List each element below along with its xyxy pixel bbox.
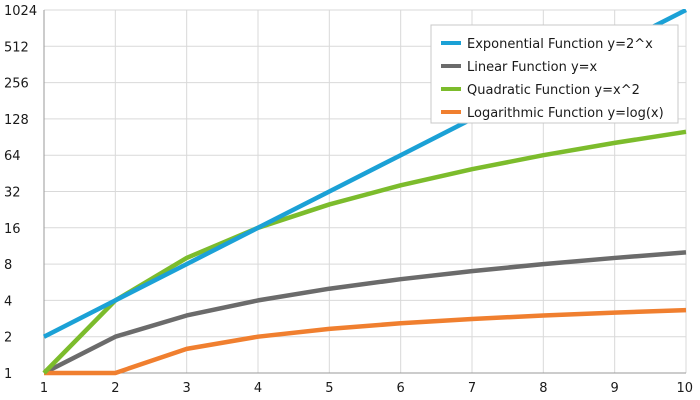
y-tick-label: 2 xyxy=(4,331,12,346)
x-tick-label: 7 xyxy=(468,381,476,396)
x-tick-label: 2 xyxy=(111,381,119,396)
x-tick-label: 6 xyxy=(397,381,405,396)
x-tick-label: 5 xyxy=(325,381,333,396)
y-tick-label: 4 xyxy=(4,294,12,309)
y-tick-label: 1 xyxy=(4,367,12,382)
series-line-1 xyxy=(42,250,687,376)
legend: Exponential Function y=2^x Linear Functio… xyxy=(430,24,679,124)
x-tick-label: 9 xyxy=(611,381,619,396)
grid-lines xyxy=(43,9,687,374)
series-line-2 xyxy=(42,129,687,375)
x-tick-label: 4 xyxy=(254,381,262,396)
legend-label-3: Logarithmic Function y=log(x) xyxy=(467,106,664,121)
y-tick-label: 8 xyxy=(4,258,12,273)
legend-label-1: Linear Function y=x xyxy=(467,60,598,75)
y-tick-label: 1024 xyxy=(4,4,37,19)
y-tick-label: 512 xyxy=(4,40,29,55)
legend-box xyxy=(430,24,679,124)
x-tick-label: 3 xyxy=(183,381,191,396)
y-tick-label: 32 xyxy=(4,186,21,201)
x-tick-label: 8 xyxy=(539,381,547,396)
y-axis-tick-labels: 1 2 4 8 16 32 64 128 256 512 1024 xyxy=(4,4,37,382)
y-tick-label: 64 xyxy=(4,149,21,164)
y-tick-label: 256 xyxy=(4,77,29,92)
y-tick-label: 16 xyxy=(4,222,21,237)
legend-label-2: Quadratic Function y=x^2 xyxy=(467,83,640,98)
series-line-3 xyxy=(44,307,687,376)
y-tick-label: 128 xyxy=(4,113,29,128)
legend-label-0: Exponential Function y=2^x xyxy=(467,37,653,52)
x-tick-label: 1 xyxy=(40,381,48,396)
x-tick-label: 10 xyxy=(676,381,693,396)
x-axis-tick-labels: 1 2 3 4 5 6 7 8 9 10 xyxy=(40,381,693,396)
